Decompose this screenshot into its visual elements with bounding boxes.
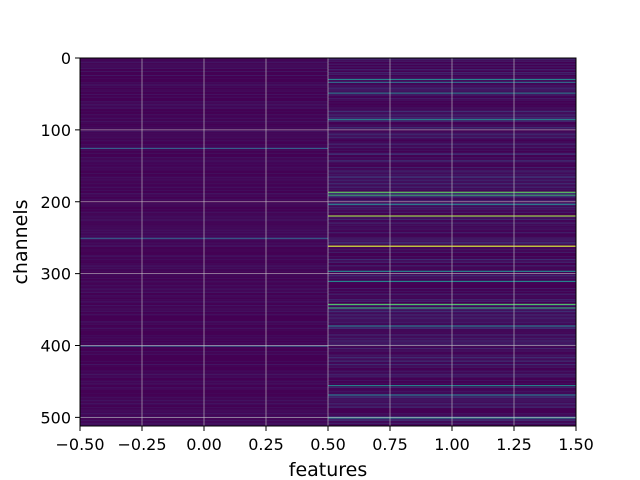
- x-axis-label: features: [289, 459, 368, 480]
- x-tick-label: −0.50: [55, 435, 104, 454]
- x-tick-label: 1.25: [496, 435, 532, 454]
- x-axis: −0.50 −0.25 0.00 0.25 0.50 0.75 1.00 1.25 1.50: [55, 426, 594, 454]
- x-tick-label: −0.25: [117, 435, 166, 454]
- y-tick-label: 500: [40, 408, 71, 427]
- x-tick-label: 1.50: [558, 435, 594, 454]
- x-tick-label: 0.50: [310, 435, 346, 454]
- y-tick-label: 100: [40, 121, 71, 140]
- y-tick-label: 400: [40, 337, 71, 356]
- y-tick-label: 300: [40, 265, 71, 284]
- y-axis-label: channels: [10, 199, 32, 284]
- x-tick-label: 0.75: [372, 435, 408, 454]
- y-tick-label: 200: [40, 193, 71, 212]
- y-tick-label: 0: [61, 49, 71, 68]
- x-tick-label: 0.00: [186, 435, 222, 454]
- x-tick-label: 1.00: [434, 435, 470, 454]
- plot-area: [79, 57, 577, 427]
- x-tick-label: 0.25: [248, 435, 284, 454]
- y-axis: 0 100 200 300 400 500: [40, 49, 80, 427]
